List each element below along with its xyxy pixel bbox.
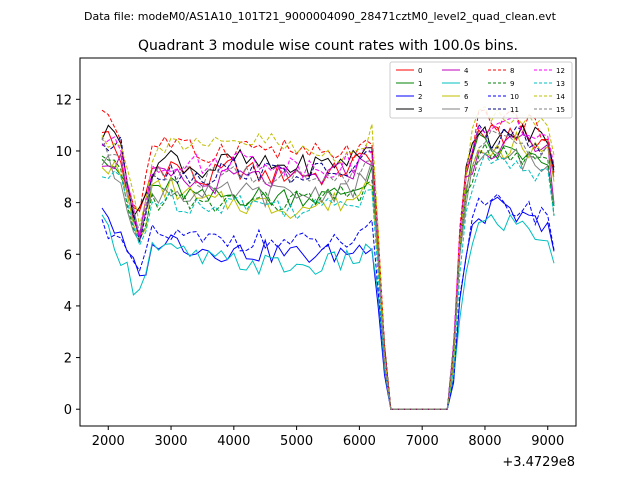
series-group	[101, 105, 555, 410]
series-line-4	[101, 133, 555, 410]
series-line-3	[101, 123, 555, 410]
legend-label-4: 4	[464, 67, 469, 75]
legend-label-11: 11	[510, 106, 519, 114]
y-tick-label: 2	[64, 352, 72, 367]
series-line-13	[101, 152, 555, 410]
series-line-7	[101, 147, 555, 410]
series-line-12	[101, 117, 555, 410]
y-tick-label: 12	[55, 93, 72, 108]
series-line-5	[101, 213, 555, 410]
legend-box	[389, 61, 573, 119]
y-tick-label: 4	[64, 300, 72, 315]
legend-label-10: 10	[510, 93, 519, 101]
y-tick-label: 8	[64, 197, 72, 212]
legend-label-7: 7	[464, 106, 468, 114]
legend-label-9: 9	[510, 80, 514, 88]
legend-label-1: 1	[418, 80, 422, 88]
x-axis: 2000 3000 4000 5000 6000 7000 8000 9000	[92, 426, 564, 449]
x-tick-label: 2000	[92, 434, 125, 449]
axes-frame	[79, 57, 577, 427]
legend-label-12: 12	[556, 67, 565, 75]
legend-label-14: 14	[556, 93, 565, 101]
chart-suptitle: Data file: modeM0/AS1A10_101T21_90000040…	[84, 10, 557, 23]
legend-label-13: 13	[556, 80, 565, 88]
legend-label-0: 0	[418, 67, 422, 75]
legend-label-15: 15	[556, 106, 565, 114]
series-line-15	[101, 129, 555, 410]
series-line-9	[101, 142, 555, 410]
legend-label-3: 3	[418, 106, 422, 114]
legend-label-2: 2	[418, 93, 422, 101]
x-tick-label: 3000	[154, 434, 187, 449]
x-tick-label: 8000	[468, 434, 501, 449]
series-line-11	[101, 123, 555, 410]
chart-title: Quadrant 3 module wise count rates with …	[138, 38, 518, 54]
x-tick-label: 4000	[217, 434, 250, 449]
x-offset-label: +3.4729e8	[502, 455, 575, 470]
x-tick-label: 7000	[406, 434, 439, 449]
series-line-2	[101, 196, 555, 410]
legend-label-6: 6	[464, 93, 469, 101]
y-tick-label: 10	[55, 145, 72, 160]
series-line-10	[101, 193, 555, 410]
legend-label-8: 8	[510, 67, 514, 75]
y-tick-label: 6	[64, 248, 72, 263]
legend-label-5: 5	[464, 80, 468, 88]
series-line-6	[101, 130, 555, 410]
x-tick-label: 9000	[531, 434, 564, 449]
x-tick-label: 6000	[343, 434, 376, 449]
x-tick-label: 5000	[280, 434, 313, 449]
y-tick-label: 0	[64, 403, 72, 418]
y-axis: 0 2 4 6 8 10 12	[55, 93, 80, 418]
